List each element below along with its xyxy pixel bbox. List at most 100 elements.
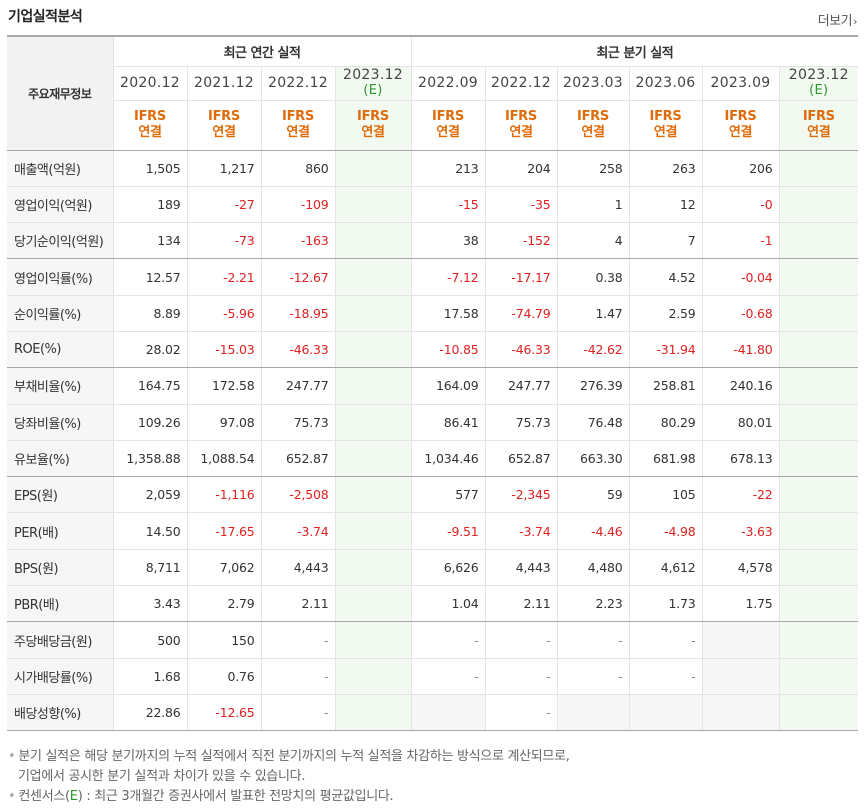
table-cell: 263 (629, 150, 703, 187)
row-label: 순이익률(%) (7, 295, 114, 332)
row-label: 영업이익률(%) (7, 258, 114, 296)
table-cell (335, 331, 412, 369)
ifrs-label: IFRS 연결 (629, 100, 703, 151)
table-cell: 276.39 (557, 367, 630, 405)
table-cell: 1,505 (113, 150, 188, 187)
table-cell (779, 512, 859, 550)
table-cell: 204 (485, 150, 558, 187)
table-cell: 97.08 (187, 404, 262, 441)
table-cell: -31.94 (629, 331, 703, 369)
table-cell: 28.02 (113, 331, 188, 369)
table-cell: 1,088.54 (187, 440, 262, 478)
footnote-quarterly: • 분기 실적은 해당 분기까지의 누적 실적에서 직전 분기까지의 누적 실적을… (8, 749, 570, 764)
table-cell: - (485, 658, 558, 695)
table-cell: 7 (629, 222, 703, 260)
table-cell: 240.16 (702, 367, 780, 405)
table-cell: - (629, 658, 703, 695)
table-cell: -2.21 (187, 258, 262, 296)
table-cell: - (629, 621, 703, 659)
row-label: 시가배당률(%) (7, 658, 114, 695)
section-title: 기업실적분석 (8, 9, 83, 25)
table-row: 당좌비율(%) 109.26 97.08 75.73 86.41 75.73 76.48 80… (7, 404, 859, 441)
table-cell: - (485, 621, 558, 659)
table-cell: -0 (702, 186, 780, 224)
table-cell (335, 694, 412, 732)
table-cell: 86.41 (411, 404, 486, 441)
table-cell: 652.87 (261, 440, 336, 478)
table-cell (779, 549, 859, 587)
table-cell: -17.17 (485, 258, 558, 296)
table-row: PER(배) 14.50 -17.65 -3.74 -9.51 -3.74 -4.46 -4.… (7, 512, 859, 550)
table-cell (702, 621, 780, 659)
table-cell (335, 658, 412, 695)
ifrs-label: IFRS 연결 (187, 100, 262, 151)
table-cell: -3.63 (702, 512, 780, 550)
table-cell: -0.68 (702, 295, 780, 332)
table-cell: 8.89 (113, 295, 188, 332)
table-cell: 134 (113, 222, 188, 260)
table-cell: -2,508 (261, 476, 336, 514)
table-cell: 164.75 (113, 367, 188, 405)
table-cell: -163 (261, 222, 336, 260)
more-link[interactable]: 더보기› (818, 10, 858, 29)
table-cell (335, 476, 412, 514)
period-header: 2022.12 (485, 66, 558, 101)
table-cell: 75.73 (485, 404, 558, 441)
chevron-right-icon: › (853, 15, 857, 28)
ifrs-label: IFRS 연결 (113, 100, 188, 151)
table-cell: 1.73 (629, 585, 703, 623)
table-cell: 1.04 (411, 585, 486, 623)
footnote-quarterly-cont: 기업에서 공시한 분기 실적과 차이가 있을 수 있습니다. (18, 769, 306, 784)
table-cell (702, 658, 780, 695)
table-cell: -1,116 (187, 476, 262, 514)
table-cell (335, 512, 412, 550)
period-header: 2023.12 (E) (779, 66, 859, 101)
table-cell (779, 295, 859, 332)
table-cell: 2.23 (557, 585, 630, 623)
table-cell: -7.12 (411, 258, 486, 296)
table-cell: 258 (557, 150, 630, 187)
table-cell: 4,612 (629, 549, 703, 587)
table-cell: 14.50 (113, 512, 188, 550)
table-cell: -41.80 (702, 331, 780, 369)
table-cell: 38 (411, 222, 486, 260)
table-cell: 2,059 (113, 476, 188, 514)
table-cell (779, 440, 859, 478)
table-cell: -12.67 (261, 258, 336, 296)
table-cell: -46.33 (485, 331, 558, 369)
group-annual: 최근 연간 실적 (113, 35, 412, 67)
table-cell (779, 694, 859, 732)
table-cell: -12.65 (187, 694, 262, 732)
table-cell (335, 150, 412, 187)
table-cell: 4,443 (261, 549, 336, 587)
table-cell: -4.98 (629, 512, 703, 550)
footnote-consensus: • 컨센서스(E) : 최근 3개월간 증권사에서 발표한 전망치의 평균값입니다… (8, 789, 394, 804)
table-cell: 1,034.46 (411, 440, 486, 478)
table-cell: 75.73 (261, 404, 336, 441)
table-row: 부채비율(%) 164.75 172.58 247.77 164.09 247.77 276… (7, 367, 859, 405)
table-cell: -4.46 (557, 512, 630, 550)
estimate-mark: (E) (809, 83, 829, 98)
ifrs-label: IFRS 연결 (557, 100, 630, 151)
row-label: BPS(원) (7, 549, 114, 587)
row-label: PER(배) (7, 512, 114, 550)
row-label: PBR(배) (7, 585, 114, 623)
period-header: 2023.03 (557, 66, 630, 101)
table-cell: 2.11 (485, 585, 558, 623)
table-cell (779, 404, 859, 441)
table-cell: 4,480 (557, 549, 630, 587)
table-cell: -73 (187, 222, 262, 260)
row-label: ROE(%) (7, 331, 114, 369)
row-label: EPS(원) (7, 476, 114, 514)
table-cell: 80.01 (702, 404, 780, 441)
table-cell: - (485, 694, 558, 732)
row-label: 유보율(%) (7, 440, 114, 478)
table-cell: 4,578 (702, 549, 780, 587)
table-cell (335, 549, 412, 587)
table-cell: - (557, 658, 630, 695)
table-cell: 2.79 (187, 585, 262, 623)
table-cell: - (557, 621, 630, 659)
table-cell: -0.04 (702, 258, 780, 296)
table-cell: 652.87 (485, 440, 558, 478)
table-cell (335, 440, 412, 478)
